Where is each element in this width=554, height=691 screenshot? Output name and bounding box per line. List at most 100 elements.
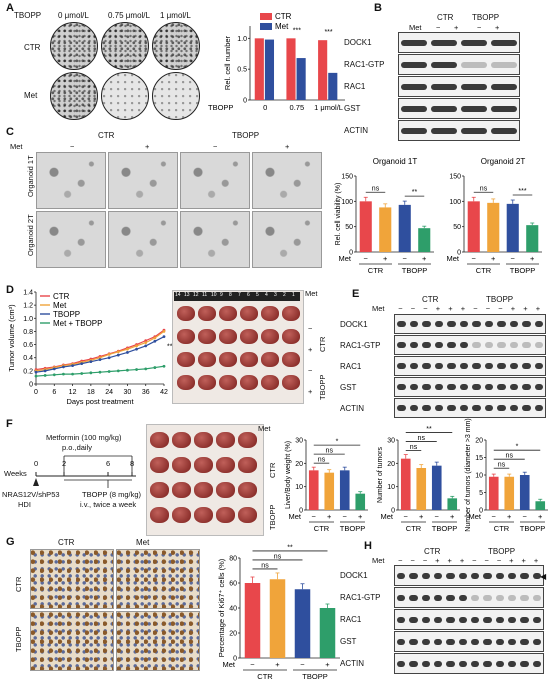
blot-band — [471, 594, 480, 601]
y-tick-label: 0.6 — [23, 342, 33, 349]
organoid-image-1t-tbopp-plus — [252, 152, 322, 209]
blot-strip — [398, 32, 520, 53]
met-label: Met — [446, 254, 459, 263]
liver-sample — [194, 457, 213, 474]
bar-ctr — [254, 38, 264, 100]
d-photo-sign-4: + — [308, 387, 313, 396]
liver-sample — [238, 482, 257, 499]
blot-band — [409, 321, 418, 327]
blot-band — [397, 384, 406, 390]
blot-band — [397, 616, 406, 623]
b-lane-4: + — [495, 23, 500, 32]
blot-band — [446, 594, 455, 601]
lane-sign: + — [448, 304, 453, 313]
b-group-ctr: CTR — [437, 13, 454, 22]
blot-label: DOCK1 — [340, 319, 368, 329]
blot-band — [520, 594, 529, 601]
blot-band — [409, 572, 418, 579]
blot-band — [532, 594, 541, 601]
y-tick-label: 5 — [479, 490, 483, 497]
met-label: Met — [380, 512, 393, 521]
blot-band — [484, 384, 493, 390]
sig-label: ** — [167, 343, 173, 350]
x-tick-label: 24 — [105, 389, 113, 396]
blot-band — [459, 342, 468, 348]
met-label: Met — [468, 512, 481, 521]
f-photo-label-tbopp: TBOPP — [268, 504, 277, 530]
lane-sign: + — [523, 304, 528, 313]
b-lane-3: − — [477, 23, 482, 32]
group-label: TBOPP — [432, 524, 457, 533]
data-point — [135, 368, 138, 371]
blot-band — [532, 638, 541, 645]
y-tick-label: 20 — [295, 461, 303, 468]
blot-band — [509, 384, 518, 390]
blot-band — [471, 660, 480, 667]
data-point — [144, 344, 148, 348]
blot-label: RAC1 — [340, 361, 362, 371]
blot-band — [422, 342, 431, 348]
data-point — [80, 362, 84, 366]
legend-label: CTR — [53, 292, 70, 301]
y-tick-label: 20 — [387, 461, 395, 468]
liver-sample — [238, 507, 257, 524]
liver-sample — [194, 482, 213, 499]
met-sign: − — [435, 512, 440, 521]
data-point — [126, 351, 129, 354]
sig-label: ns — [498, 462, 506, 469]
blot-band — [397, 321, 406, 327]
blot-band — [491, 105, 517, 112]
met-label: Met — [288, 512, 301, 521]
met-sign: + — [530, 254, 535, 263]
y-tick-label: 1.4 — [23, 290, 33, 297]
lane-sign: + — [535, 304, 541, 313]
ruler-tick: 14 — [175, 292, 181, 298]
blot-band — [534, 384, 543, 390]
blot-band — [484, 342, 493, 348]
sig-label: ** — [426, 426, 432, 433]
liver-sample — [150, 482, 169, 499]
lane-sign: + — [435, 556, 440, 565]
blot-strip — [394, 609, 544, 630]
liver-sample — [177, 306, 195, 322]
ruler-tick: 7 — [238, 292, 241, 298]
y-tick-label: 0 — [479, 508, 483, 515]
blot-label: GST — [340, 382, 357, 392]
x-tick-label: 6 — [52, 389, 56, 396]
blot-band — [434, 594, 443, 601]
ihc-tbopp-met — [116, 611, 200, 671]
liver-sample — [172, 482, 191, 499]
bar — [294, 589, 311, 658]
b-lane-2: + — [454, 23, 459, 32]
data-point — [162, 335, 166, 339]
blot-band — [421, 572, 430, 579]
y-axis-label: Liver/Body weight (%) — [285, 441, 292, 509]
blot-band — [409, 594, 418, 601]
lane-sign: − — [484, 556, 489, 565]
sig-label: ns — [418, 435, 426, 442]
f-photo-label-ctr: CTR — [268, 462, 277, 478]
blot-band — [495, 660, 504, 667]
liver-sample — [282, 375, 300, 391]
group-label: CTR — [406, 524, 422, 533]
met-sign: + — [507, 512, 512, 521]
blot-band — [509, 342, 518, 348]
organoid-image-1t-tbopp-minus — [180, 152, 250, 209]
y-tick-label: 0.5 — [237, 67, 247, 74]
chart-title: Organoid 1T — [373, 157, 418, 166]
liver-sample — [219, 306, 237, 322]
blot-band — [446, 572, 455, 579]
blot-band — [431, 39, 457, 46]
met-sign: − — [343, 512, 348, 521]
organoid-image-2t-tbopp-plus — [252, 211, 322, 268]
blot-band — [534, 342, 543, 348]
blot-band — [409, 616, 418, 623]
dish-met-0 — [50, 72, 98, 120]
lane-sign: + — [435, 304, 441, 313]
blot-band — [472, 342, 481, 348]
y-tick-label: 20 — [229, 631, 237, 638]
ruler-tick: 12 — [193, 292, 199, 298]
sig-label: ** — [287, 544, 293, 551]
blot-band — [534, 321, 543, 327]
y-tick-label: 0 — [299, 508, 303, 515]
